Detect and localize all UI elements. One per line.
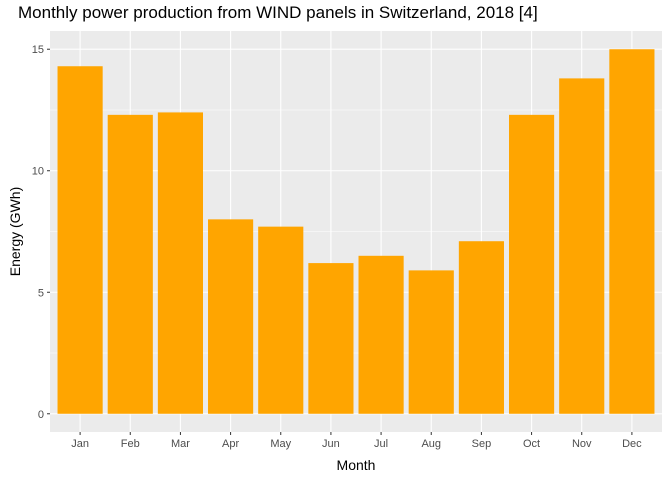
bar-aug <box>408 270 454 414</box>
y-tick-label: 15 <box>32 44 44 56</box>
x-tick-label: Jul <box>374 438 388 450</box>
bar-dec <box>609 49 655 414</box>
bar-feb <box>107 114 153 414</box>
x-tick-label: Jun <box>322 438 340 450</box>
bar-jul <box>358 255 404 414</box>
bar-jun <box>308 263 354 414</box>
x-tick-label: Mar <box>171 438 190 450</box>
x-tick-label: Oct <box>523 438 540 450</box>
bar-jan <box>57 66 103 414</box>
y-tick-label: 10 <box>32 166 44 178</box>
x-tick-label: Sep <box>472 438 492 450</box>
x-tick-label: Dec <box>622 438 642 450</box>
x-tick-label: Feb <box>121 438 140 450</box>
y-tick-label: 5 <box>38 287 44 299</box>
x-axis: Jan Feb Mar Apr May Jun Jul Aug Sep Oct Nov Dec <box>71 432 642 450</box>
bar-sep <box>458 241 504 414</box>
bar-mar <box>157 112 203 414</box>
x-tick-label: Aug <box>421 438 441 450</box>
x-tick-label: Nov <box>572 438 592 450</box>
y-axis: 0 5 10 15 <box>32 44 50 421</box>
bar-may <box>258 226 304 414</box>
y-tick-label: 0 <box>38 409 44 421</box>
bar-apr <box>208 219 254 414</box>
bar-nov <box>559 78 605 414</box>
y-axis-title: Energy (GWh) <box>7 187 23 276</box>
chart-title: Monthly power production from WIND panel… <box>18 3 538 22</box>
x-axis-title: Month <box>337 457 376 473</box>
x-tick-label: Apr <box>222 438 239 450</box>
bars <box>57 49 655 414</box>
x-tick-label: May <box>270 438 291 450</box>
bar-oct <box>509 114 555 414</box>
x-tick-label: Jan <box>71 438 89 450</box>
